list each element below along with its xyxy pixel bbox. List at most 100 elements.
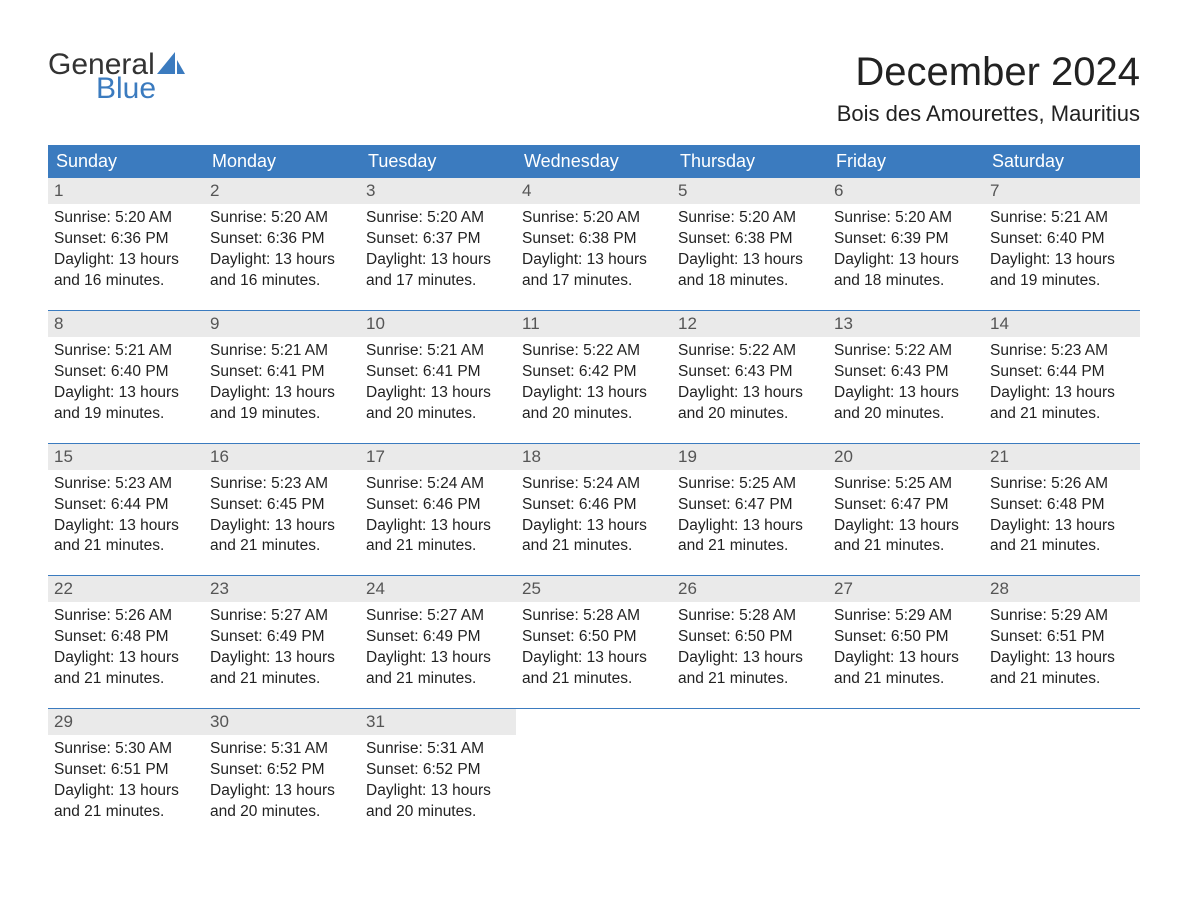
day-cell: 25Sunrise: 5:28 AMSunset: 6:50 PMDayligh… — [516, 576, 672, 708]
dow-monday: Monday — [204, 145, 360, 178]
day-daylight1: Daylight: 13 hours — [366, 383, 508, 404]
day-number: 19 — [672, 444, 828, 470]
day-daylight2: and 21 minutes. — [834, 669, 976, 690]
day-number: 20 — [828, 444, 984, 470]
day-number: 21 — [984, 444, 1140, 470]
day-daylight2: and 19 minutes. — [990, 271, 1132, 292]
day-sunrise: Sunrise: 5:21 AM — [990, 208, 1132, 229]
day-cell: 6Sunrise: 5:20 AMSunset: 6:39 PMDaylight… — [828, 178, 984, 310]
logo-sail-icon — [157, 52, 185, 78]
day-daylight1: Daylight: 13 hours — [834, 516, 976, 537]
day-number: 1 — [48, 178, 204, 204]
day-daylight2: and 17 minutes. — [366, 271, 508, 292]
day-number: 6 — [828, 178, 984, 204]
day-daylight2: and 21 minutes. — [54, 536, 196, 557]
day-cell: 22Sunrise: 5:26 AMSunset: 6:48 PMDayligh… — [48, 576, 204, 708]
day-daylight2: and 20 minutes. — [210, 802, 352, 823]
day-daylight1: Daylight: 13 hours — [834, 648, 976, 669]
day-sunrise: Sunrise: 5:25 AM — [678, 474, 820, 495]
page-header: General Blue December 2024 Bois des Amou… — [48, 50, 1140, 127]
day-sunrise: Sunrise: 5:31 AM — [366, 739, 508, 760]
day-number: 2 — [204, 178, 360, 204]
day-sunrise: Sunrise: 5:29 AM — [990, 606, 1132, 627]
day-body: Sunrise: 5:26 AMSunset: 6:48 PMDaylight:… — [984, 470, 1140, 558]
day-number: 27 — [828, 576, 984, 602]
day-daylight1: Daylight: 13 hours — [522, 383, 664, 404]
week-row: 1Sunrise: 5:20 AMSunset: 6:36 PMDaylight… — [48, 178, 1140, 310]
day-daylight1: Daylight: 13 hours — [522, 648, 664, 669]
day-sunrise: Sunrise: 5:25 AM — [834, 474, 976, 495]
day-cell: 2Sunrise: 5:20 AMSunset: 6:36 PMDaylight… — [204, 178, 360, 310]
day-daylight1: Daylight: 13 hours — [210, 648, 352, 669]
day-cell — [828, 709, 984, 841]
day-number: 12 — [672, 311, 828, 337]
day-daylight2: and 18 minutes. — [834, 271, 976, 292]
day-sunset: Sunset: 6:49 PM — [366, 627, 508, 648]
day-body: Sunrise: 5:25 AMSunset: 6:47 PMDaylight:… — [828, 470, 984, 558]
day-sunset: Sunset: 6:48 PM — [54, 627, 196, 648]
day-body: Sunrise: 5:22 AMSunset: 6:43 PMDaylight:… — [672, 337, 828, 425]
day-cell: 26Sunrise: 5:28 AMSunset: 6:50 PMDayligh… — [672, 576, 828, 708]
day-sunset: Sunset: 6:52 PM — [210, 760, 352, 781]
day-body: Sunrise: 5:27 AMSunset: 6:49 PMDaylight:… — [204, 602, 360, 690]
day-daylight2: and 19 minutes. — [54, 404, 196, 425]
day-cell — [984, 709, 1140, 841]
day-cell: 4Sunrise: 5:20 AMSunset: 6:38 PMDaylight… — [516, 178, 672, 310]
day-daylight1: Daylight: 13 hours — [366, 648, 508, 669]
day-sunset: Sunset: 6:47 PM — [834, 495, 976, 516]
day-daylight1: Daylight: 13 hours — [54, 781, 196, 802]
day-cell: 3Sunrise: 5:20 AMSunset: 6:37 PMDaylight… — [360, 178, 516, 310]
week-row: 8Sunrise: 5:21 AMSunset: 6:40 PMDaylight… — [48, 311, 1140, 443]
day-body: Sunrise: 5:20 AMSunset: 6:36 PMDaylight:… — [48, 204, 204, 292]
day-sunrise: Sunrise: 5:23 AM — [54, 474, 196, 495]
day-body: Sunrise: 5:24 AMSunset: 6:46 PMDaylight:… — [516, 470, 672, 558]
day-cell: 17Sunrise: 5:24 AMSunset: 6:46 PMDayligh… — [360, 444, 516, 576]
day-sunrise: Sunrise: 5:29 AM — [834, 606, 976, 627]
day-body: Sunrise: 5:20 AMSunset: 6:36 PMDaylight:… — [204, 204, 360, 292]
calendar-body: 1Sunrise: 5:20 AMSunset: 6:36 PMDaylight… — [48, 178, 1140, 841]
day-number: 4 — [516, 178, 672, 204]
day-cell: 31Sunrise: 5:31 AMSunset: 6:52 PMDayligh… — [360, 709, 516, 841]
day-daylight2: and 21 minutes. — [834, 536, 976, 557]
day-daylight2: and 21 minutes. — [522, 669, 664, 690]
day-body: Sunrise: 5:28 AMSunset: 6:50 PMDaylight:… — [672, 602, 828, 690]
day-cell: 21Sunrise: 5:26 AMSunset: 6:48 PMDayligh… — [984, 444, 1140, 576]
day-cell: 20Sunrise: 5:25 AMSunset: 6:47 PMDayligh… — [828, 444, 984, 576]
day-daylight2: and 21 minutes. — [366, 669, 508, 690]
day-cell: 12Sunrise: 5:22 AMSunset: 6:43 PMDayligh… — [672, 311, 828, 443]
day-sunrise: Sunrise: 5:21 AM — [366, 341, 508, 362]
day-body: Sunrise: 5:31 AMSunset: 6:52 PMDaylight:… — [360, 735, 516, 823]
day-body: Sunrise: 5:21 AMSunset: 6:41 PMDaylight:… — [360, 337, 516, 425]
day-daylight2: and 16 minutes. — [210, 271, 352, 292]
day-daylight2: and 21 minutes. — [210, 536, 352, 557]
day-daylight2: and 20 minutes. — [366, 802, 508, 823]
day-cell — [672, 709, 828, 841]
day-daylight2: and 21 minutes. — [990, 404, 1132, 425]
day-sunset: Sunset: 6:43 PM — [834, 362, 976, 383]
day-daylight2: and 16 minutes. — [54, 271, 196, 292]
day-cell: 23Sunrise: 5:27 AMSunset: 6:49 PMDayligh… — [204, 576, 360, 708]
day-body: Sunrise: 5:23 AMSunset: 6:45 PMDaylight:… — [204, 470, 360, 558]
day-sunset: Sunset: 6:36 PM — [54, 229, 196, 250]
day-daylight2: and 21 minutes. — [990, 536, 1132, 557]
day-body: Sunrise: 5:21 AMSunset: 6:40 PMDaylight:… — [984, 204, 1140, 292]
day-body: Sunrise: 5:22 AMSunset: 6:43 PMDaylight:… — [828, 337, 984, 425]
brand-logo: General Blue — [48, 50, 185, 104]
day-daylight1: Daylight: 13 hours — [54, 383, 196, 404]
day-cell: 27Sunrise: 5:29 AMSunset: 6:50 PMDayligh… — [828, 576, 984, 708]
day-daylight1: Daylight: 13 hours — [990, 648, 1132, 669]
day-body: Sunrise: 5:25 AMSunset: 6:47 PMDaylight:… — [672, 470, 828, 558]
location-subtitle: Bois des Amourettes, Mauritius — [837, 101, 1140, 127]
day-cell: 14Sunrise: 5:23 AMSunset: 6:44 PMDayligh… — [984, 311, 1140, 443]
day-cell: 7Sunrise: 5:21 AMSunset: 6:40 PMDaylight… — [984, 178, 1140, 310]
day-sunset: Sunset: 6:44 PM — [990, 362, 1132, 383]
day-number: 7 — [984, 178, 1140, 204]
day-daylight2: and 21 minutes. — [366, 536, 508, 557]
day-daylight2: and 20 minutes. — [834, 404, 976, 425]
day-sunset: Sunset: 6:46 PM — [522, 495, 664, 516]
day-cell: 16Sunrise: 5:23 AMSunset: 6:45 PMDayligh… — [204, 444, 360, 576]
day-sunrise: Sunrise: 5:27 AM — [366, 606, 508, 627]
day-daylight1: Daylight: 13 hours — [834, 250, 976, 271]
day-sunrise: Sunrise: 5:30 AM — [54, 739, 196, 760]
title-block: December 2024 Bois des Amourettes, Mauri… — [837, 50, 1140, 127]
